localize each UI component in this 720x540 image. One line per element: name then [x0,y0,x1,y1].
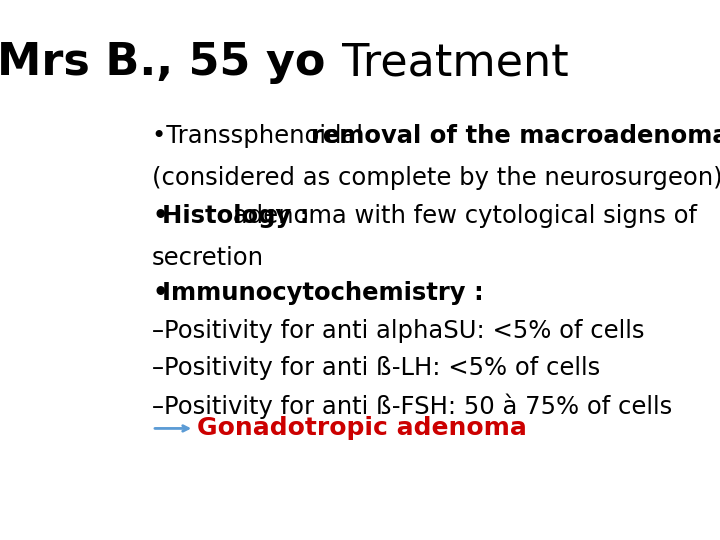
Text: removal of the macroadenoma: removal of the macroadenoma [311,124,720,148]
Text: Mrs B., 55 yo: Mrs B., 55 yo [0,42,325,84]
Text: •Transsphenoidal: •Transsphenoidal [152,124,371,148]
Text: (considered as complete by the neurosurgeon): (considered as complete by the neurosurg… [152,166,720,190]
Text: secretion: secretion [152,246,264,270]
Text: Immunocytochemistry :: Immunocytochemistry : [162,281,484,305]
Text: –Positivity for anti alphaSU: <5% of cells: –Positivity for anti alphaSU: <5% of cel… [152,319,644,343]
Text: Histology :: Histology : [162,204,310,227]
Text: adenoma with few cytological signs of: adenoma with few cytological signs of [225,204,698,227]
Text: •: • [152,204,168,227]
Text: –Positivity for anti ß-FSH: 50 à 75% of cells: –Positivity for anti ß-FSH: 50 à 75% of … [152,393,672,419]
Text: –Positivity for anti ß-LH: <5% of cells: –Positivity for anti ß-LH: <5% of cells [152,356,600,380]
Text: Gonadotropic adenoma: Gonadotropic adenoma [197,416,527,441]
Text: Treatment: Treatment [328,42,569,84]
Text: •: • [152,281,168,305]
